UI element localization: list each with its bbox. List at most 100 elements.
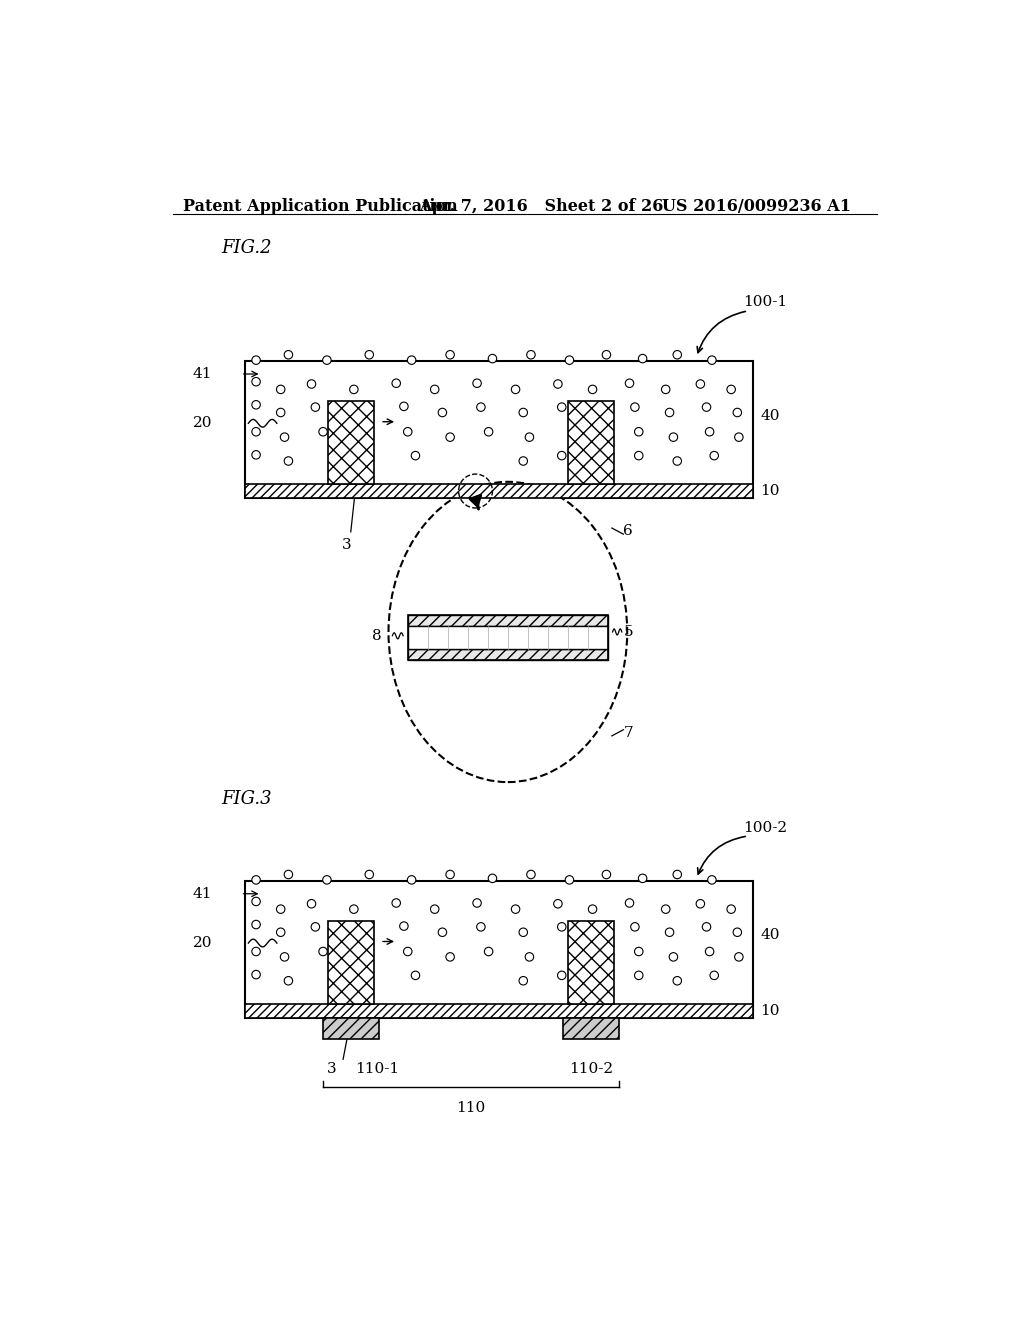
Circle shape: [252, 356, 260, 364]
Bar: [408, 615, 608, 626]
Circle shape: [638, 874, 647, 883]
Text: FIG.3: FIG.3: [221, 789, 272, 808]
Circle shape: [412, 451, 420, 459]
Circle shape: [511, 385, 520, 393]
Circle shape: [349, 385, 358, 393]
Circle shape: [557, 972, 566, 979]
Circle shape: [696, 380, 705, 388]
Text: 10: 10: [761, 1003, 780, 1018]
Circle shape: [473, 899, 481, 907]
Bar: [245, 1003, 753, 1018]
Circle shape: [285, 870, 293, 879]
Circle shape: [445, 433, 455, 441]
Circle shape: [734, 953, 743, 961]
Text: Patent Application Publication: Patent Application Publication: [183, 198, 458, 215]
Circle shape: [307, 899, 315, 908]
Circle shape: [557, 923, 566, 931]
Text: 6: 6: [624, 524, 633, 539]
Bar: [328, 401, 374, 484]
Circle shape: [445, 351, 455, 359]
Circle shape: [445, 870, 455, 879]
Text: 10: 10: [761, 484, 780, 498]
Circle shape: [519, 457, 527, 465]
Circle shape: [285, 977, 293, 985]
Text: 110-1: 110-1: [354, 1063, 398, 1076]
Circle shape: [403, 428, 412, 436]
Circle shape: [631, 923, 639, 931]
Circle shape: [635, 428, 643, 436]
Bar: [245, 360, 753, 498]
Circle shape: [252, 378, 260, 385]
Text: 100-2: 100-2: [742, 821, 786, 834]
Circle shape: [430, 906, 439, 913]
Circle shape: [285, 457, 293, 465]
Circle shape: [311, 923, 319, 931]
Circle shape: [669, 953, 678, 961]
Circle shape: [519, 408, 527, 417]
Circle shape: [673, 351, 682, 359]
Circle shape: [554, 380, 562, 388]
Circle shape: [702, 923, 711, 931]
Circle shape: [662, 385, 670, 393]
Circle shape: [307, 380, 315, 388]
Circle shape: [281, 953, 289, 961]
Circle shape: [589, 906, 597, 913]
Circle shape: [276, 928, 285, 936]
Text: 41: 41: [193, 887, 212, 900]
Circle shape: [734, 433, 743, 441]
Circle shape: [276, 906, 285, 913]
Text: 40: 40: [761, 928, 780, 942]
Circle shape: [403, 948, 412, 956]
Circle shape: [252, 450, 260, 459]
Circle shape: [311, 403, 319, 412]
Circle shape: [708, 356, 716, 364]
Circle shape: [666, 928, 674, 936]
Circle shape: [733, 408, 741, 417]
Circle shape: [662, 906, 670, 913]
Circle shape: [525, 953, 534, 961]
Circle shape: [252, 428, 260, 436]
Circle shape: [673, 977, 682, 985]
Text: 5: 5: [624, 624, 633, 639]
Circle shape: [323, 356, 331, 364]
Circle shape: [349, 906, 358, 913]
Text: 7: 7: [624, 726, 633, 739]
Circle shape: [557, 403, 566, 412]
Text: 3: 3: [327, 1063, 336, 1076]
Circle shape: [589, 385, 597, 393]
Circle shape: [727, 906, 735, 913]
Bar: [408, 649, 608, 660]
Circle shape: [276, 408, 285, 417]
Circle shape: [635, 451, 643, 459]
Circle shape: [365, 351, 374, 359]
Circle shape: [477, 923, 485, 931]
Circle shape: [554, 899, 562, 908]
Circle shape: [626, 899, 634, 907]
Circle shape: [635, 948, 643, 956]
Circle shape: [696, 899, 705, 908]
Circle shape: [706, 948, 714, 956]
Circle shape: [635, 972, 643, 979]
Circle shape: [557, 451, 566, 459]
Circle shape: [484, 948, 493, 956]
Circle shape: [318, 428, 328, 436]
Circle shape: [285, 351, 293, 359]
Text: 110: 110: [457, 1101, 485, 1115]
Text: 100-1: 100-1: [742, 296, 786, 309]
Text: 41: 41: [193, 367, 212, 381]
Circle shape: [602, 870, 610, 879]
Circle shape: [438, 928, 446, 936]
Circle shape: [727, 385, 735, 393]
Circle shape: [673, 457, 682, 465]
Circle shape: [511, 906, 520, 913]
Bar: [568, 921, 614, 1003]
Bar: [323, 1018, 379, 1039]
Circle shape: [445, 953, 455, 961]
Circle shape: [733, 928, 741, 936]
Circle shape: [669, 433, 678, 441]
Bar: [408, 615, 608, 660]
Text: 40: 40: [761, 409, 780, 422]
Circle shape: [626, 379, 634, 388]
Text: 20: 20: [193, 416, 212, 430]
Circle shape: [488, 354, 497, 363]
